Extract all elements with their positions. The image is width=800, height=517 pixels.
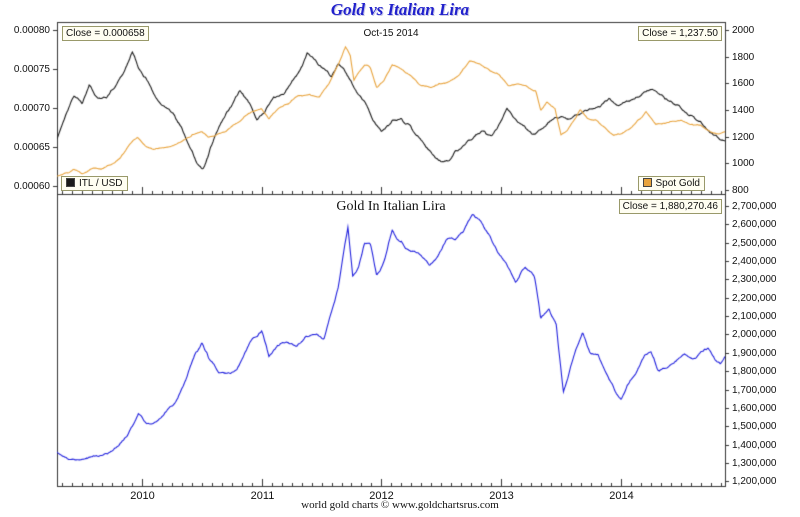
x-axis-year-label: 2011 — [250, 490, 275, 502]
page-title: Gold vs Italian Lira — [330, 0, 470, 19]
itl-legend-label: ITL / USD — [79, 178, 123, 189]
left-axis-tick-label: 0.00070 — [13, 102, 50, 114]
itl-close-annotation: Close = 0.000658 — [62, 26, 149, 41]
itl-legend: ITL / USD — [61, 176, 128, 191]
left-axis-tick-label: 0.00065 — [13, 141, 50, 153]
right-axis-tick-label: 2,400,000 — [732, 255, 777, 267]
right-axis-tick-label: 1,200,000 — [732, 475, 777, 487]
right-axis-tick-label: 1600 — [732, 77, 755, 89]
right-axis-tick-label: 1,900,000 — [732, 347, 777, 359]
x-axis-year-label: 2013 — [489, 490, 514, 502]
right-axis-tick-label: 2,700,000 — [732, 200, 777, 212]
lira-close-annotation: Close = 1,880,270.46 — [618, 199, 722, 214]
right-axis-tick-label: 1,300,000 — [732, 457, 777, 469]
right-axis-tick-label: 2,500,000 — [732, 237, 777, 249]
gold-legend: Spot Gold — [637, 176, 705, 191]
left-axis-tick-label: 0.00060 — [13, 180, 50, 192]
right-axis-tick-label: 1,600,000 — [732, 402, 777, 414]
gold-close-annotation: Close = 1,237.50 — [638, 26, 722, 41]
right-axis-tick-label: 800 — [732, 184, 749, 196]
gold-legend-label: Spot Gold — [655, 178, 700, 189]
right-axis-tick-label: 1800 — [732, 51, 755, 63]
copyright-footer: world gold charts © www.goldchartsrus.co… — [301, 499, 499, 511]
gold-legend-swatch-icon — [642, 178, 652, 187]
right-axis-tick-label: 1000 — [732, 157, 755, 169]
left-axis-tick-label: 0.00075 — [13, 63, 50, 75]
left-axis-tick-label: 0.00080 — [13, 24, 50, 36]
right-axis-tick-label: 1,700,000 — [732, 384, 777, 396]
bottom-chart-title: Gold In Italian Lira — [336, 199, 446, 214]
itl-legend-swatch-icon — [66, 178, 75, 187]
right-axis-tick-label: 2,100,000 — [732, 310, 777, 322]
right-axis-tick-label: 1400 — [732, 104, 755, 116]
right-axis-tick-label: 2,600,000 — [732, 218, 777, 230]
right-axis-tick-label: 1,500,000 — [732, 420, 777, 432]
right-axis-tick-label: 2,000,000 — [732, 328, 777, 340]
right-axis-tick-label: 2,200,000 — [732, 292, 777, 304]
right-axis-tick-label: 1200 — [732, 131, 755, 143]
x-axis-year-label: 2014 — [609, 490, 634, 502]
x-axis-year-label: 2012 — [369, 490, 394, 502]
right-axis-tick-label: 1,400,000 — [732, 439, 777, 451]
right-axis-tick-label: 2,300,000 — [732, 273, 777, 285]
x-axis-year-label: 2010 — [130, 490, 155, 502]
right-axis-tick-label: 2000 — [732, 24, 755, 36]
date-annotation: Oct-15 2014 — [363, 28, 419, 39]
right-axis-tick-label: 1,800,000 — [732, 365, 777, 377]
